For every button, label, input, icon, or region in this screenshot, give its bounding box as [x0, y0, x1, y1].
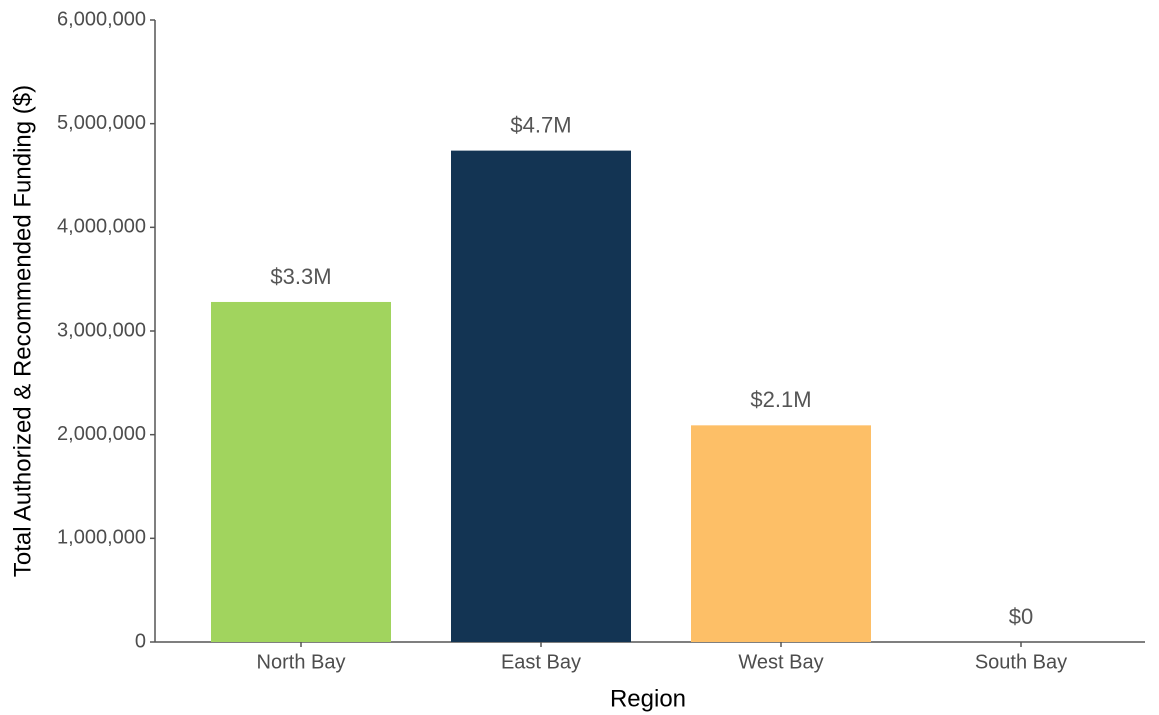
y-tick-label: 5,000,000 [57, 112, 146, 134]
y-axis-title: Total Authorized & Recommended Funding (… [9, 85, 36, 577]
y-tick-label: 1,000,000 [57, 527, 146, 549]
bar [451, 150, 631, 642]
x-tick-label: South Bay [975, 651, 1067, 673]
bar [211, 301, 391, 642]
y-tick-label: 0 [135, 630, 146, 652]
y-tick-label: 4,000,000 [57, 216, 146, 238]
y-tick-label: 2,000,000 [57, 423, 146, 445]
value-label: $2.1M [750, 387, 811, 412]
x-axis-title: Region [610, 685, 686, 712]
y-tick-label: 3,000,000 [57, 319, 146, 341]
bar [691, 425, 871, 642]
value-label: $3.3M [270, 264, 331, 289]
x-tick-label: East Bay [501, 651, 581, 673]
value-label: $4.7M [510, 112, 571, 137]
x-tick-label: West Bay [738, 651, 823, 673]
x-tick-label: North Bay [257, 651, 346, 673]
y-tick-label: 6,000,000 [57, 8, 146, 30]
value-label: $0 [1009, 604, 1033, 629]
